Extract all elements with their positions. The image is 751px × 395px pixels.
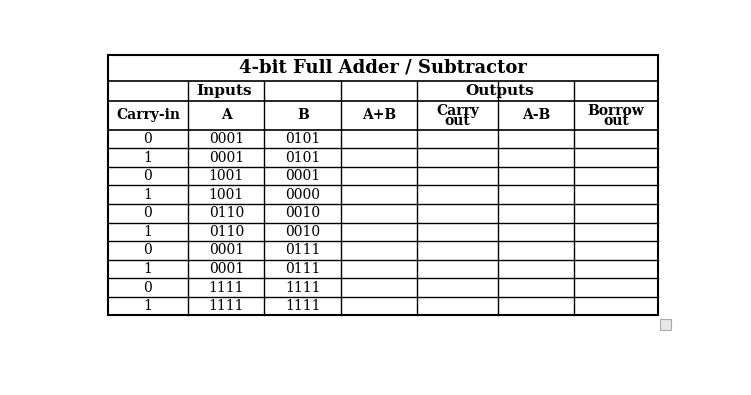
Text: out: out (445, 113, 470, 128)
Text: 1111: 1111 (285, 299, 321, 313)
Text: 1: 1 (143, 262, 152, 276)
Text: 0010: 0010 (285, 225, 320, 239)
Text: 1001: 1001 (209, 169, 244, 183)
Text: out: out (603, 113, 629, 128)
Text: B: B (297, 108, 309, 122)
Text: 0010: 0010 (285, 206, 320, 220)
Text: 1001: 1001 (209, 188, 244, 202)
Text: 1111: 1111 (285, 280, 321, 295)
Bar (108, 55, 658, 315)
Text: 4-bit Full Adder / Subtractor: 4-bit Full Adder / Subtractor (239, 59, 527, 77)
Bar (660, 319, 671, 330)
Text: A-B: A-B (522, 108, 550, 122)
Text: 0: 0 (143, 243, 152, 258)
Text: Outputs: Outputs (465, 83, 534, 98)
Text: 0: 0 (143, 169, 152, 183)
Text: 0101: 0101 (285, 150, 321, 165)
Text: 0001: 0001 (285, 169, 320, 183)
Text: 1111: 1111 (209, 299, 244, 313)
Text: 0001: 0001 (209, 132, 244, 146)
Text: Carry: Carry (436, 103, 479, 118)
Text: 0101: 0101 (285, 132, 321, 146)
Text: 1: 1 (143, 299, 152, 313)
Text: 0000: 0000 (285, 188, 320, 202)
Text: 1: 1 (143, 150, 152, 165)
Text: Borrow: Borrow (588, 103, 644, 118)
Text: 0: 0 (143, 132, 152, 146)
Text: A+B: A+B (362, 108, 397, 122)
Text: 0111: 0111 (285, 262, 321, 276)
Text: 0001: 0001 (209, 243, 244, 258)
Text: 0001: 0001 (209, 262, 244, 276)
Text: 1111: 1111 (209, 280, 244, 295)
Text: A: A (221, 108, 231, 122)
Text: 0: 0 (143, 206, 152, 220)
Text: 0001: 0001 (209, 150, 244, 165)
Text: 0111: 0111 (285, 243, 321, 258)
Text: 1: 1 (143, 225, 152, 239)
Text: 0110: 0110 (209, 206, 244, 220)
Text: 0110: 0110 (209, 225, 244, 239)
Text: 1: 1 (143, 188, 152, 202)
Text: Carry-in: Carry-in (116, 108, 180, 122)
Text: 0: 0 (143, 280, 152, 295)
Text: Inputs: Inputs (197, 83, 252, 98)
